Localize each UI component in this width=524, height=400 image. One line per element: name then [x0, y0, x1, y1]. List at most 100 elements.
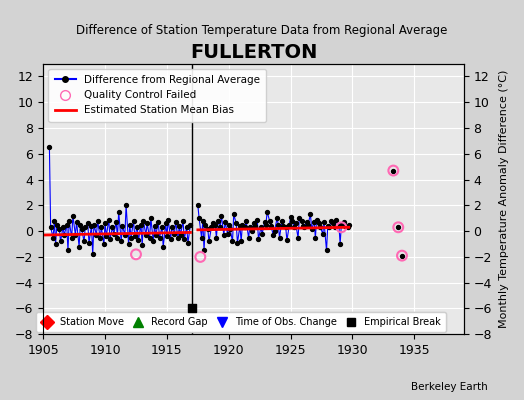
Point [92, 232, 101, 238]
Point [329, 220, 337, 227]
Point [100, 241, 108, 247]
Point [130, 233, 139, 240]
Point [149, 238, 158, 245]
Point [274, 222, 282, 228]
Point [316, 224, 324, 230]
Point [336, 241, 344, 247]
Point [278, 218, 286, 224]
Point [146, 234, 154, 241]
Point [294, 234, 302, 241]
Point [159, 244, 167, 250]
Point [110, 230, 118, 237]
Point [270, 228, 279, 234]
Point [389, 167, 398, 174]
Point [212, 234, 221, 241]
Point [64, 247, 72, 254]
Point [171, 219, 180, 225]
Point [158, 224, 166, 230]
Point [216, 224, 224, 230]
Point [343, 224, 352, 230]
Point [291, 220, 300, 227]
Point [45, 144, 53, 150]
Point [161, 220, 170, 227]
Point [55, 225, 63, 232]
Title: FULLERTON: FULLERTON [190, 43, 317, 62]
Point [143, 220, 151, 227]
Point [275, 234, 283, 241]
Point [88, 223, 96, 229]
Point [167, 236, 175, 242]
Point [398, 252, 406, 259]
Point [253, 216, 261, 223]
Point [65, 218, 73, 224]
Point [269, 232, 278, 238]
Point [304, 222, 312, 228]
Point [232, 220, 241, 227]
Point [285, 222, 293, 228]
Point [319, 230, 327, 237]
Point [287, 214, 295, 220]
Point [59, 224, 67, 230]
Point [154, 219, 162, 225]
Point [179, 218, 187, 224]
Point [52, 222, 61, 228]
Point [170, 230, 179, 237]
Point [75, 244, 83, 250]
Point [71, 232, 80, 238]
Point [267, 223, 275, 229]
Point [341, 223, 350, 229]
Point [205, 238, 213, 245]
Point [331, 224, 340, 230]
Point [263, 209, 271, 215]
Point [105, 216, 113, 223]
Point [237, 238, 245, 245]
Point [225, 222, 233, 228]
Point [108, 224, 117, 230]
Point [198, 234, 206, 241]
Point [49, 234, 57, 241]
Text: Difference of Station Temperature Data from Regional Average: Difference of Station Temperature Data f… [77, 24, 447, 37]
Point [78, 225, 86, 232]
Point [139, 218, 148, 224]
Point [175, 223, 183, 229]
Point [249, 220, 258, 227]
Point [134, 237, 143, 243]
Point [320, 219, 328, 225]
Point [389, 167, 398, 174]
Point [233, 240, 242, 246]
Point [238, 222, 247, 228]
Point [83, 220, 92, 227]
Point [151, 232, 160, 238]
Point [96, 234, 104, 241]
Point [177, 232, 185, 238]
Point [113, 234, 122, 241]
Point [312, 216, 321, 223]
Point [241, 224, 249, 230]
Point [310, 219, 319, 225]
Point [69, 212, 77, 219]
Point [133, 224, 141, 230]
Point [323, 223, 332, 229]
Point [266, 218, 274, 224]
Point [230, 211, 238, 218]
Point [244, 234, 253, 241]
Point [106, 236, 114, 242]
Point [254, 236, 263, 242]
Point [223, 230, 232, 237]
Point [281, 224, 290, 230]
Point [228, 238, 237, 245]
Point [62, 222, 71, 228]
Point [220, 232, 228, 238]
Point [213, 218, 222, 224]
Point [80, 238, 88, 245]
Point [186, 222, 194, 228]
Point [203, 225, 212, 232]
Point [127, 234, 135, 241]
Point [236, 223, 244, 229]
Point [81, 224, 90, 230]
Point [248, 228, 256, 234]
Point [122, 202, 130, 208]
Point [50, 218, 59, 224]
Point [209, 220, 217, 227]
Point [311, 234, 320, 241]
